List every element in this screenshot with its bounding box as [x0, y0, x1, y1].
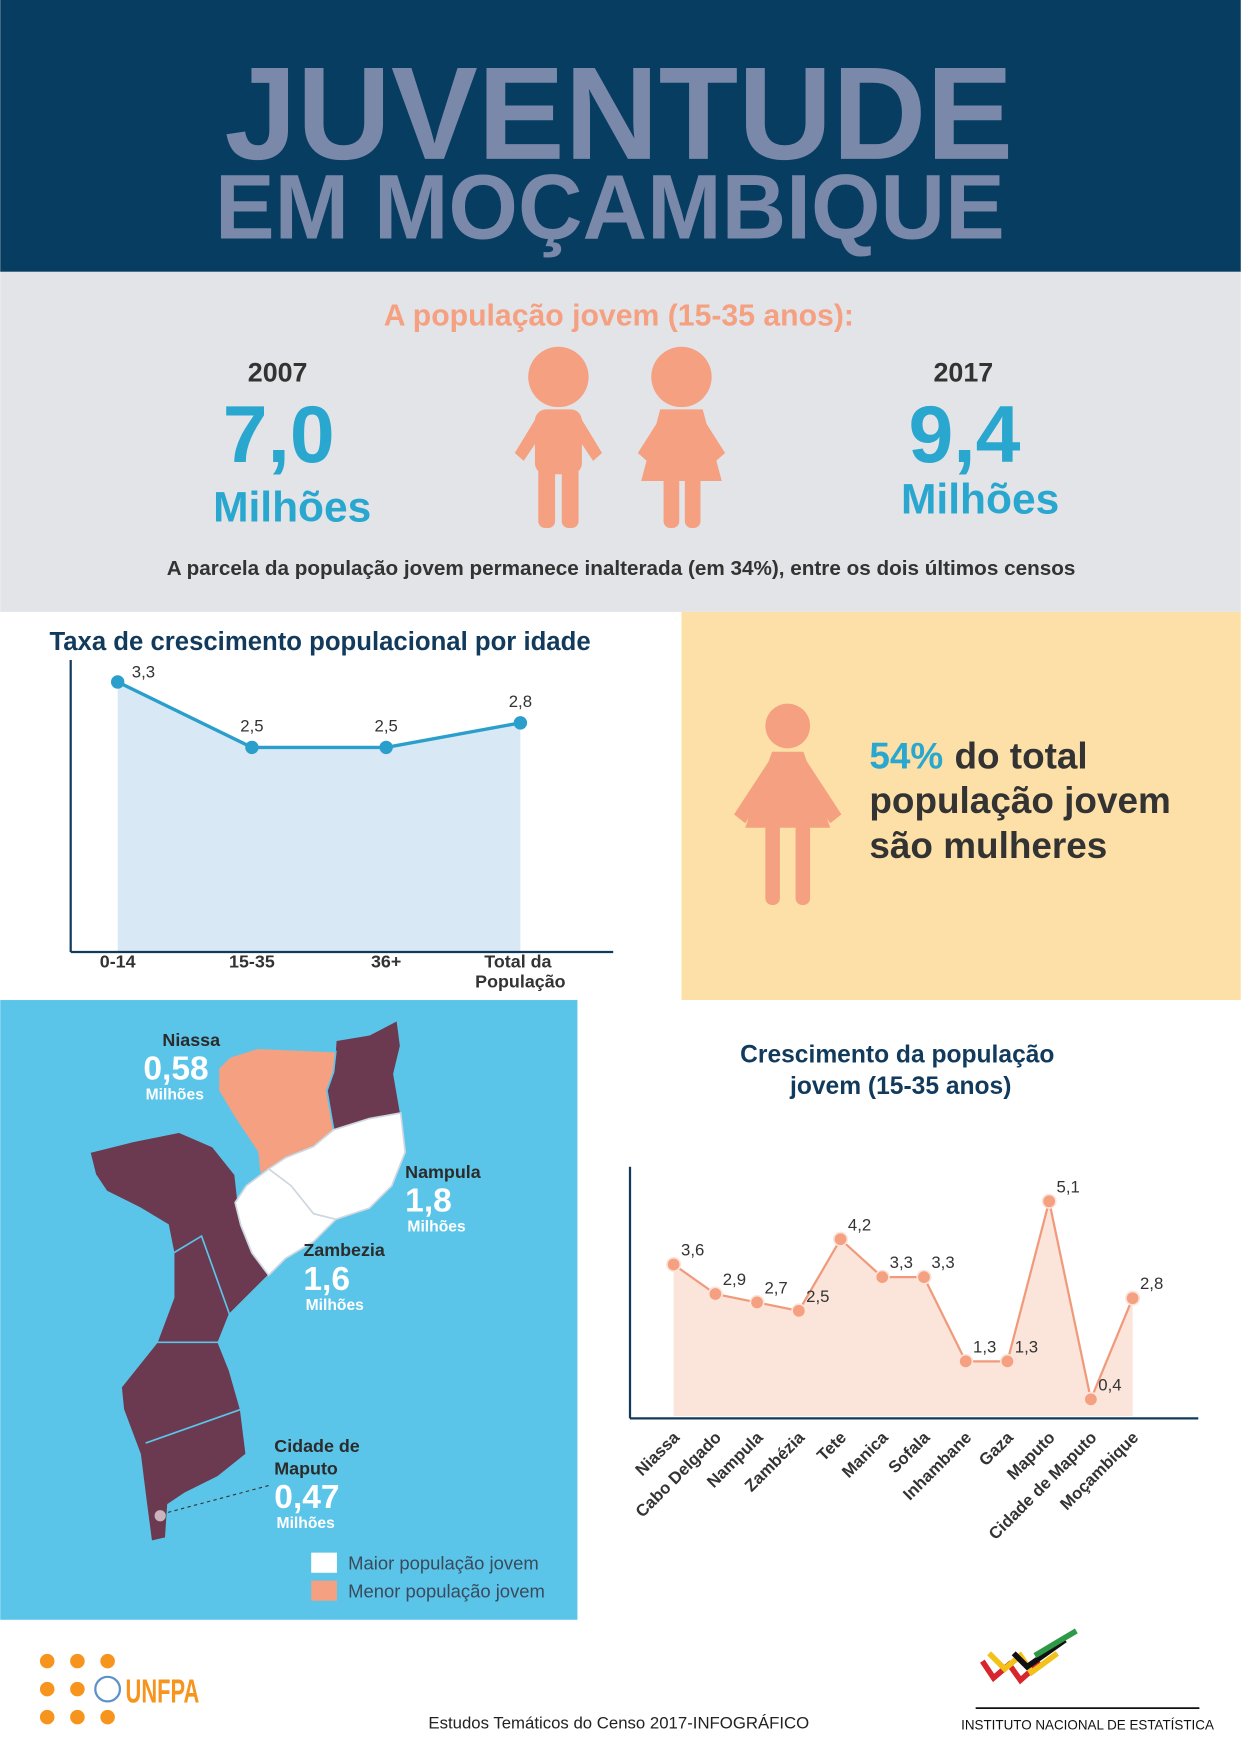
ine-logo	[980, 1628, 1078, 1685]
province	[234, 1167, 338, 1277]
value-label: 1,3	[973, 1337, 996, 1356]
header-bg	[0, 0, 1241, 272]
value-label: 2,8	[509, 692, 532, 711]
value-label: 2,7	[764, 1278, 787, 1297]
female-icon	[637, 346, 726, 528]
value-label: 3,3	[132, 662, 155, 681]
summary-bg	[0, 271, 1241, 612]
x-tick-label: Manica	[838, 1427, 892, 1481]
callout-line: do total	[954, 735, 1087, 776]
region-value: 1,6	[303, 1261, 350, 1298]
region-unit: Milhões	[306, 1297, 365, 1314]
chart: Crescimento da população jovem (15-35 an…	[628, 1042, 1199, 1543]
summary-note: A parcela da população jovem permanece i…	[167, 557, 1076, 580]
region-name: Cidade de Maputo	[274, 1436, 364, 1478]
stat-value: 7,0	[223, 390, 335, 480]
region-name: Zambezia	[303, 1240, 386, 1260]
value-label: 2,8	[1140, 1274, 1163, 1293]
callout-text: são mulheres	[869, 825, 1107, 866]
legend-swatch	[311, 1580, 337, 1601]
point	[749, 1294, 765, 1310]
legend-swatch	[311, 1552, 337, 1573]
point	[666, 1256, 682, 1273]
area	[117, 681, 521, 952]
region-value: 1,8	[405, 1182, 452, 1219]
chart: 3,3 0-14 2,5 15-35 2,5 36+ 2,8 Total da Populaç…	[69, 659, 614, 992]
point	[1083, 1391, 1099, 1407]
chart-title: Crescimento da população jovem (15-35 an…	[740, 1042, 1061, 1100]
region-unit: Milhões	[277, 1515, 336, 1532]
point	[513, 716, 528, 730]
male-icon	[514, 346, 603, 528]
stat-unit: Milhões	[901, 476, 1059, 523]
value-label: 3,3	[890, 1253, 913, 1272]
point	[874, 1269, 890, 1285]
region-unit: Milhões	[407, 1219, 466, 1236]
value-label: 3,6	[681, 1241, 704, 1260]
value-label: 2,5	[806, 1287, 829, 1306]
chart-title: Taxa de crescimento populacional por ida…	[49, 628, 590, 656]
highlight: 54%	[869, 735, 943, 776]
callout-text: população jovem	[869, 780, 1170, 821]
value-label: 2,9	[723, 1270, 746, 1289]
value-label: 5,1	[1057, 1177, 1080, 1196]
unfpa-dots	[39, 1653, 115, 1725]
institute: INSTITUTO NACIONAL DE ESTATÍSTICA	[961, 1717, 1214, 1732]
year: 2017	[934, 357, 994, 387]
x-tick-label: 0-14	[100, 952, 136, 972]
stat-unit: Milhões	[213, 484, 371, 531]
logo: UNFPA	[126, 1674, 200, 1711]
legend-label: Menor população jovem	[348, 1580, 545, 1601]
point	[958, 1353, 974, 1369]
caption: Estudos Temáticos do Censo 2017-INFOGRÁF…	[428, 1713, 809, 1732]
region-value: 0,47	[274, 1479, 339, 1516]
region-value: 0,58	[143, 1050, 208, 1087]
un-emblem	[94, 1675, 122, 1703]
line	[116, 680, 521, 750]
point	[110, 675, 125, 689]
point	[707, 1286, 723, 1302]
point	[245, 740, 259, 755]
value-label: 0,4	[1098, 1375, 1121, 1394]
x-tick-label: Total da População	[475, 952, 565, 992]
point	[999, 1353, 1015, 1369]
year: 2007	[248, 357, 308, 387]
point	[916, 1269, 932, 1285]
value-label: 3,3	[931, 1253, 954, 1272]
callout-text: 54% do total	[869, 735, 1087, 776]
border	[145, 1234, 242, 1444]
maputo-city	[154, 1510, 166, 1522]
point	[832, 1231, 849, 1247]
map: Niassa0,58MilhõesNampula1,8MilhõesZambez…	[88, 1018, 545, 1601]
female-icon	[734, 703, 842, 905]
area	[673, 1201, 1133, 1417]
value-label: 4,2	[848, 1215, 871, 1234]
point	[791, 1303, 807, 1319]
x-tick-label: Tete	[813, 1428, 850, 1465]
point	[379, 740, 393, 755]
region-name: Nampula	[405, 1162, 482, 1182]
legend-label: Maior população jovem	[348, 1552, 539, 1573]
stat-value: 9,4	[908, 390, 1020, 480]
point	[1041, 1193, 1057, 1209]
value-label: 2,5	[240, 717, 263, 736]
summary-heading: A população jovem (15-35 anos):	[384, 300, 854, 333]
point	[1125, 1290, 1141, 1306]
title: JUVENTUDE	[225, 40, 1014, 187]
value-label: 2,5	[374, 717, 397, 736]
value-label: 1,3	[1015, 1337, 1038, 1356]
title: EM MOÇAMBIQUE	[215, 156, 1005, 258]
region-name: Niassa	[162, 1030, 221, 1050]
region-unit: Milhões	[146, 1087, 205, 1104]
x-tick-label: 15-35	[229, 952, 275, 972]
x-tick-label: 36+	[371, 952, 401, 972]
